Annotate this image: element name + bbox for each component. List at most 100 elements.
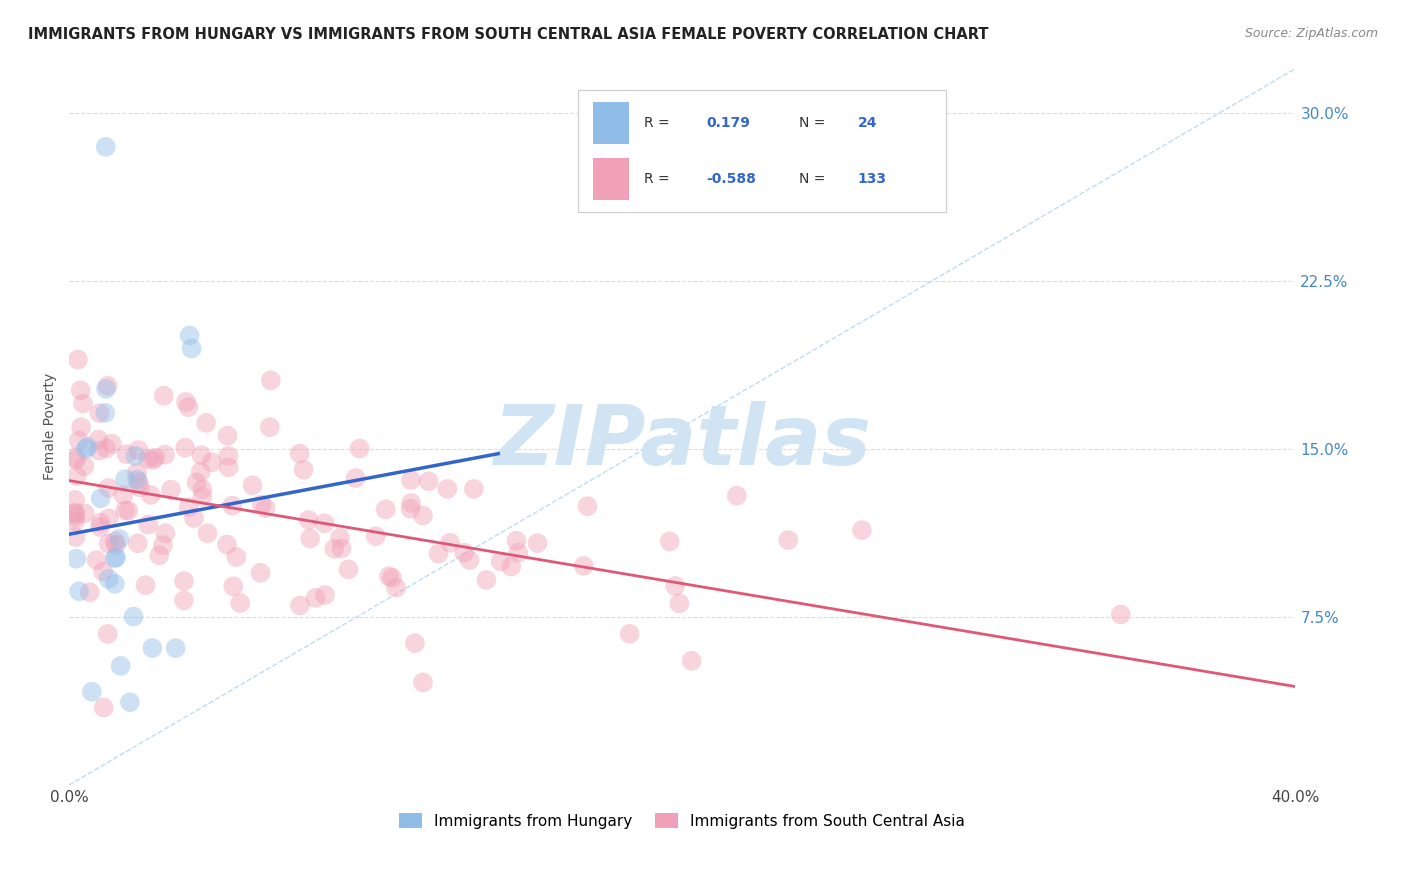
Point: [114, 503, 136, 517]
Point: [489, 555, 512, 569]
Point: [364, 529, 387, 543]
Point: [173, 593, 195, 607]
Point: [453, 546, 475, 560]
Point: [297, 513, 319, 527]
Point: [63, 510, 86, 524]
Point: [89, 520, 111, 534]
Point: [86, 553, 108, 567]
Point: [221, 499, 243, 513]
Point: [153, 448, 176, 462]
Point: [87, 433, 110, 447]
Point: [725, 489, 748, 503]
Point: [412, 508, 434, 523]
Point: [104, 577, 127, 591]
Point: [63, 506, 86, 520]
Point: [190, 448, 212, 462]
Point: [127, 443, 149, 458]
Point: [381, 571, 404, 585]
Point: [526, 536, 548, 550]
Point: [399, 501, 422, 516]
Point: [69, 384, 91, 398]
Point: [177, 400, 200, 414]
Point: [349, 442, 371, 456]
Point: [63, 492, 86, 507]
Point: [96, 379, 118, 393]
Point: [330, 541, 353, 556]
Point: [97, 536, 120, 550]
Point: [90, 491, 112, 506]
Point: [218, 460, 240, 475]
Point: [128, 475, 150, 490]
Point: [125, 473, 148, 487]
Text: Source: ZipAtlas.com: Source: ZipAtlas.com: [1244, 27, 1378, 40]
Point: [314, 516, 336, 531]
Point: [104, 551, 127, 566]
Point: [89, 516, 111, 530]
Point: [778, 533, 800, 547]
Point: [94, 406, 117, 420]
Point: [127, 536, 149, 550]
Point: [93, 700, 115, 714]
Point: [337, 562, 360, 576]
Point: [96, 442, 118, 456]
Point: [97, 511, 120, 525]
Point: [136, 451, 159, 466]
Point: [195, 416, 218, 430]
Point: [191, 490, 214, 504]
Point: [439, 535, 461, 549]
Point: [412, 675, 434, 690]
Point: [63, 514, 86, 528]
Point: [79, 585, 101, 599]
Point: [242, 478, 264, 492]
Point: [165, 641, 187, 656]
Point: [229, 596, 252, 610]
Point: [97, 481, 120, 495]
Point: [378, 569, 401, 583]
Point: [664, 579, 686, 593]
Point: [141, 640, 163, 655]
Point: [329, 531, 352, 545]
Point: [97, 627, 120, 641]
Point: [1109, 607, 1132, 622]
Point: [288, 446, 311, 460]
Point: [385, 581, 408, 595]
Point: [67, 434, 90, 448]
Point: [668, 596, 690, 610]
Point: [851, 523, 873, 537]
Point: [259, 420, 281, 434]
Point: [299, 532, 322, 546]
Point: [94, 382, 117, 396]
Point: [222, 579, 245, 593]
Point: [418, 475, 440, 489]
Point: [619, 627, 641, 641]
Point: [215, 537, 238, 551]
Point: [427, 547, 450, 561]
Point: [217, 429, 239, 443]
Point: [122, 609, 145, 624]
Point: [179, 328, 201, 343]
Point: [323, 541, 346, 556]
Point: [152, 538, 174, 552]
Point: [288, 599, 311, 613]
Point: [505, 533, 527, 548]
Point: [304, 591, 326, 605]
Point: [250, 498, 273, 512]
Point: [217, 449, 239, 463]
Point: [143, 450, 166, 465]
Point: [374, 502, 396, 516]
Point: [191, 482, 214, 496]
Point: [177, 500, 200, 514]
Point: [658, 534, 681, 549]
Point: [404, 636, 426, 650]
Point: [110, 659, 132, 673]
Legend: Immigrants from Hungary, Immigrants from South Central Asia: Immigrants from Hungary, Immigrants from…: [392, 806, 972, 835]
Y-axis label: Female Poverty: Female Poverty: [44, 373, 58, 481]
Point: [139, 488, 162, 502]
Point: [160, 483, 183, 497]
Point: [314, 588, 336, 602]
Point: [94, 140, 117, 154]
Point: [101, 436, 124, 450]
Point: [152, 389, 174, 403]
Point: [576, 499, 599, 513]
Point: [108, 532, 131, 546]
